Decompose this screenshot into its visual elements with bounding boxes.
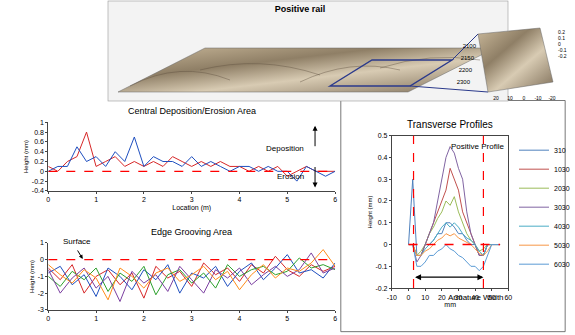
svg-text:4: 4	[238, 196, 242, 203]
svg-text:2100: 2100	[463, 43, 477, 49]
svg-text:0: 0	[558, 41, 561, 47]
svg-text:5030: 5030	[554, 242, 570, 249]
svg-text:1: 1	[94, 315, 98, 322]
svg-text:40: 40	[471, 294, 479, 301]
svg-text:Height (mm): Height (mm)	[23, 140, 29, 173]
svg-text:0.3: 0.3	[378, 176, 388, 183]
svg-text:10: 10	[421, 294, 429, 301]
svg-text:-0.1: -0.1	[558, 47, 567, 53]
svg-text:Location (m): Location (m)	[172, 204, 211, 212]
svg-text:4: 4	[238, 315, 242, 322]
svg-text:50: 50	[488, 294, 496, 301]
svg-text:Height (mm): Height (mm)	[367, 195, 373, 228]
svg-text:2030: 2030	[554, 185, 570, 192]
svg-text:-3: -3	[38, 306, 44, 313]
svg-text:20: 20	[493, 95, 499, 101]
svg-text:310: 310	[554, 147, 566, 154]
svg-text:0.4: 0.4	[34, 148, 44, 155]
svg-text:0.2: 0.2	[34, 158, 44, 165]
svg-text:Central Deposition/Erosion Are: Central Deposition/Erosion Area	[128, 106, 256, 116]
svg-text:-20: -20	[548, 95, 555, 101]
svg-text:-1: -1	[38, 273, 44, 280]
svg-text:0: 0	[40, 168, 44, 175]
svg-text:1: 1	[94, 196, 98, 203]
svg-text:6030: 6030	[554, 261, 570, 268]
svg-text:3: 3	[190, 196, 194, 203]
svg-text:Armature Width: Armature Width	[448, 293, 504, 302]
svg-text:Transverse Profiles: Transverse Profiles	[407, 119, 493, 130]
svg-text:-2: -2	[38, 290, 44, 297]
svg-text:0: 0	[40, 256, 44, 263]
svg-text:0: 0	[523, 95, 526, 101]
svg-text:-0.2: -0.2	[375, 285, 387, 292]
svg-text:2: 2	[142, 196, 146, 203]
svg-text:Deposition: Deposition	[266, 144, 304, 153]
svg-text:Erosion: Erosion	[277, 172, 304, 181]
svg-text:1: 1	[40, 239, 44, 246]
svg-text:10: 10	[507, 95, 513, 101]
svg-text:3: 3	[190, 315, 194, 322]
svg-text:20: 20	[438, 294, 446, 301]
svg-text:3030: 3030	[554, 204, 570, 211]
svg-text:5: 5	[285, 196, 289, 203]
svg-text:0.6: 0.6	[34, 138, 44, 145]
svg-text:30: 30	[455, 294, 463, 301]
svg-text:0.8: 0.8	[34, 129, 44, 136]
svg-text:Positive Profile: Positive Profile	[451, 142, 504, 151]
svg-text:-0.2: -0.2	[32, 178, 44, 185]
svg-text:-10: -10	[534, 95, 541, 101]
svg-text:2300: 2300	[457, 79, 471, 85]
svg-text:0.2: 0.2	[378, 197, 388, 204]
svg-text:0: 0	[407, 294, 411, 301]
svg-text:6: 6	[333, 315, 337, 322]
svg-text:1: 1	[40, 119, 44, 126]
svg-text:0: 0	[384, 241, 388, 248]
svg-text:Height (mm): Height (mm)	[29, 260, 35, 293]
svg-text:2150: 2150	[461, 55, 475, 61]
svg-text:0.1: 0.1	[558, 35, 565, 41]
svg-text:2: 2	[142, 315, 146, 322]
svg-text:60: 60	[504, 294, 512, 301]
svg-text:-10: -10	[387, 294, 397, 301]
svg-text:Edge Grooving Area: Edge Grooving Area	[151, 227, 232, 237]
svg-text:5: 5	[285, 315, 289, 322]
svg-text:0: 0	[46, 196, 50, 203]
svg-text:Positive rail: Positive rail	[275, 4, 326, 14]
svg-text:-0.2: -0.2	[558, 53, 567, 59]
svg-text:2200: 2200	[459, 67, 473, 73]
svg-text:-0.1: -0.1	[375, 263, 387, 270]
svg-text:0.5: 0.5	[378, 132, 388, 139]
svg-text:4030: 4030	[554, 223, 570, 230]
svg-text:6: 6	[333, 196, 337, 203]
svg-text:0.1: 0.1	[378, 219, 388, 226]
svg-text:1030: 1030	[554, 166, 570, 173]
svg-text:0: 0	[46, 315, 50, 322]
svg-text:-0.4: -0.4	[32, 187, 44, 194]
svg-text:Surface: Surface	[63, 237, 91, 246]
svg-text:0.4: 0.4	[378, 154, 388, 161]
svg-text:0.2: 0.2	[558, 29, 565, 35]
svg-text:mm: mm	[444, 301, 456, 308]
